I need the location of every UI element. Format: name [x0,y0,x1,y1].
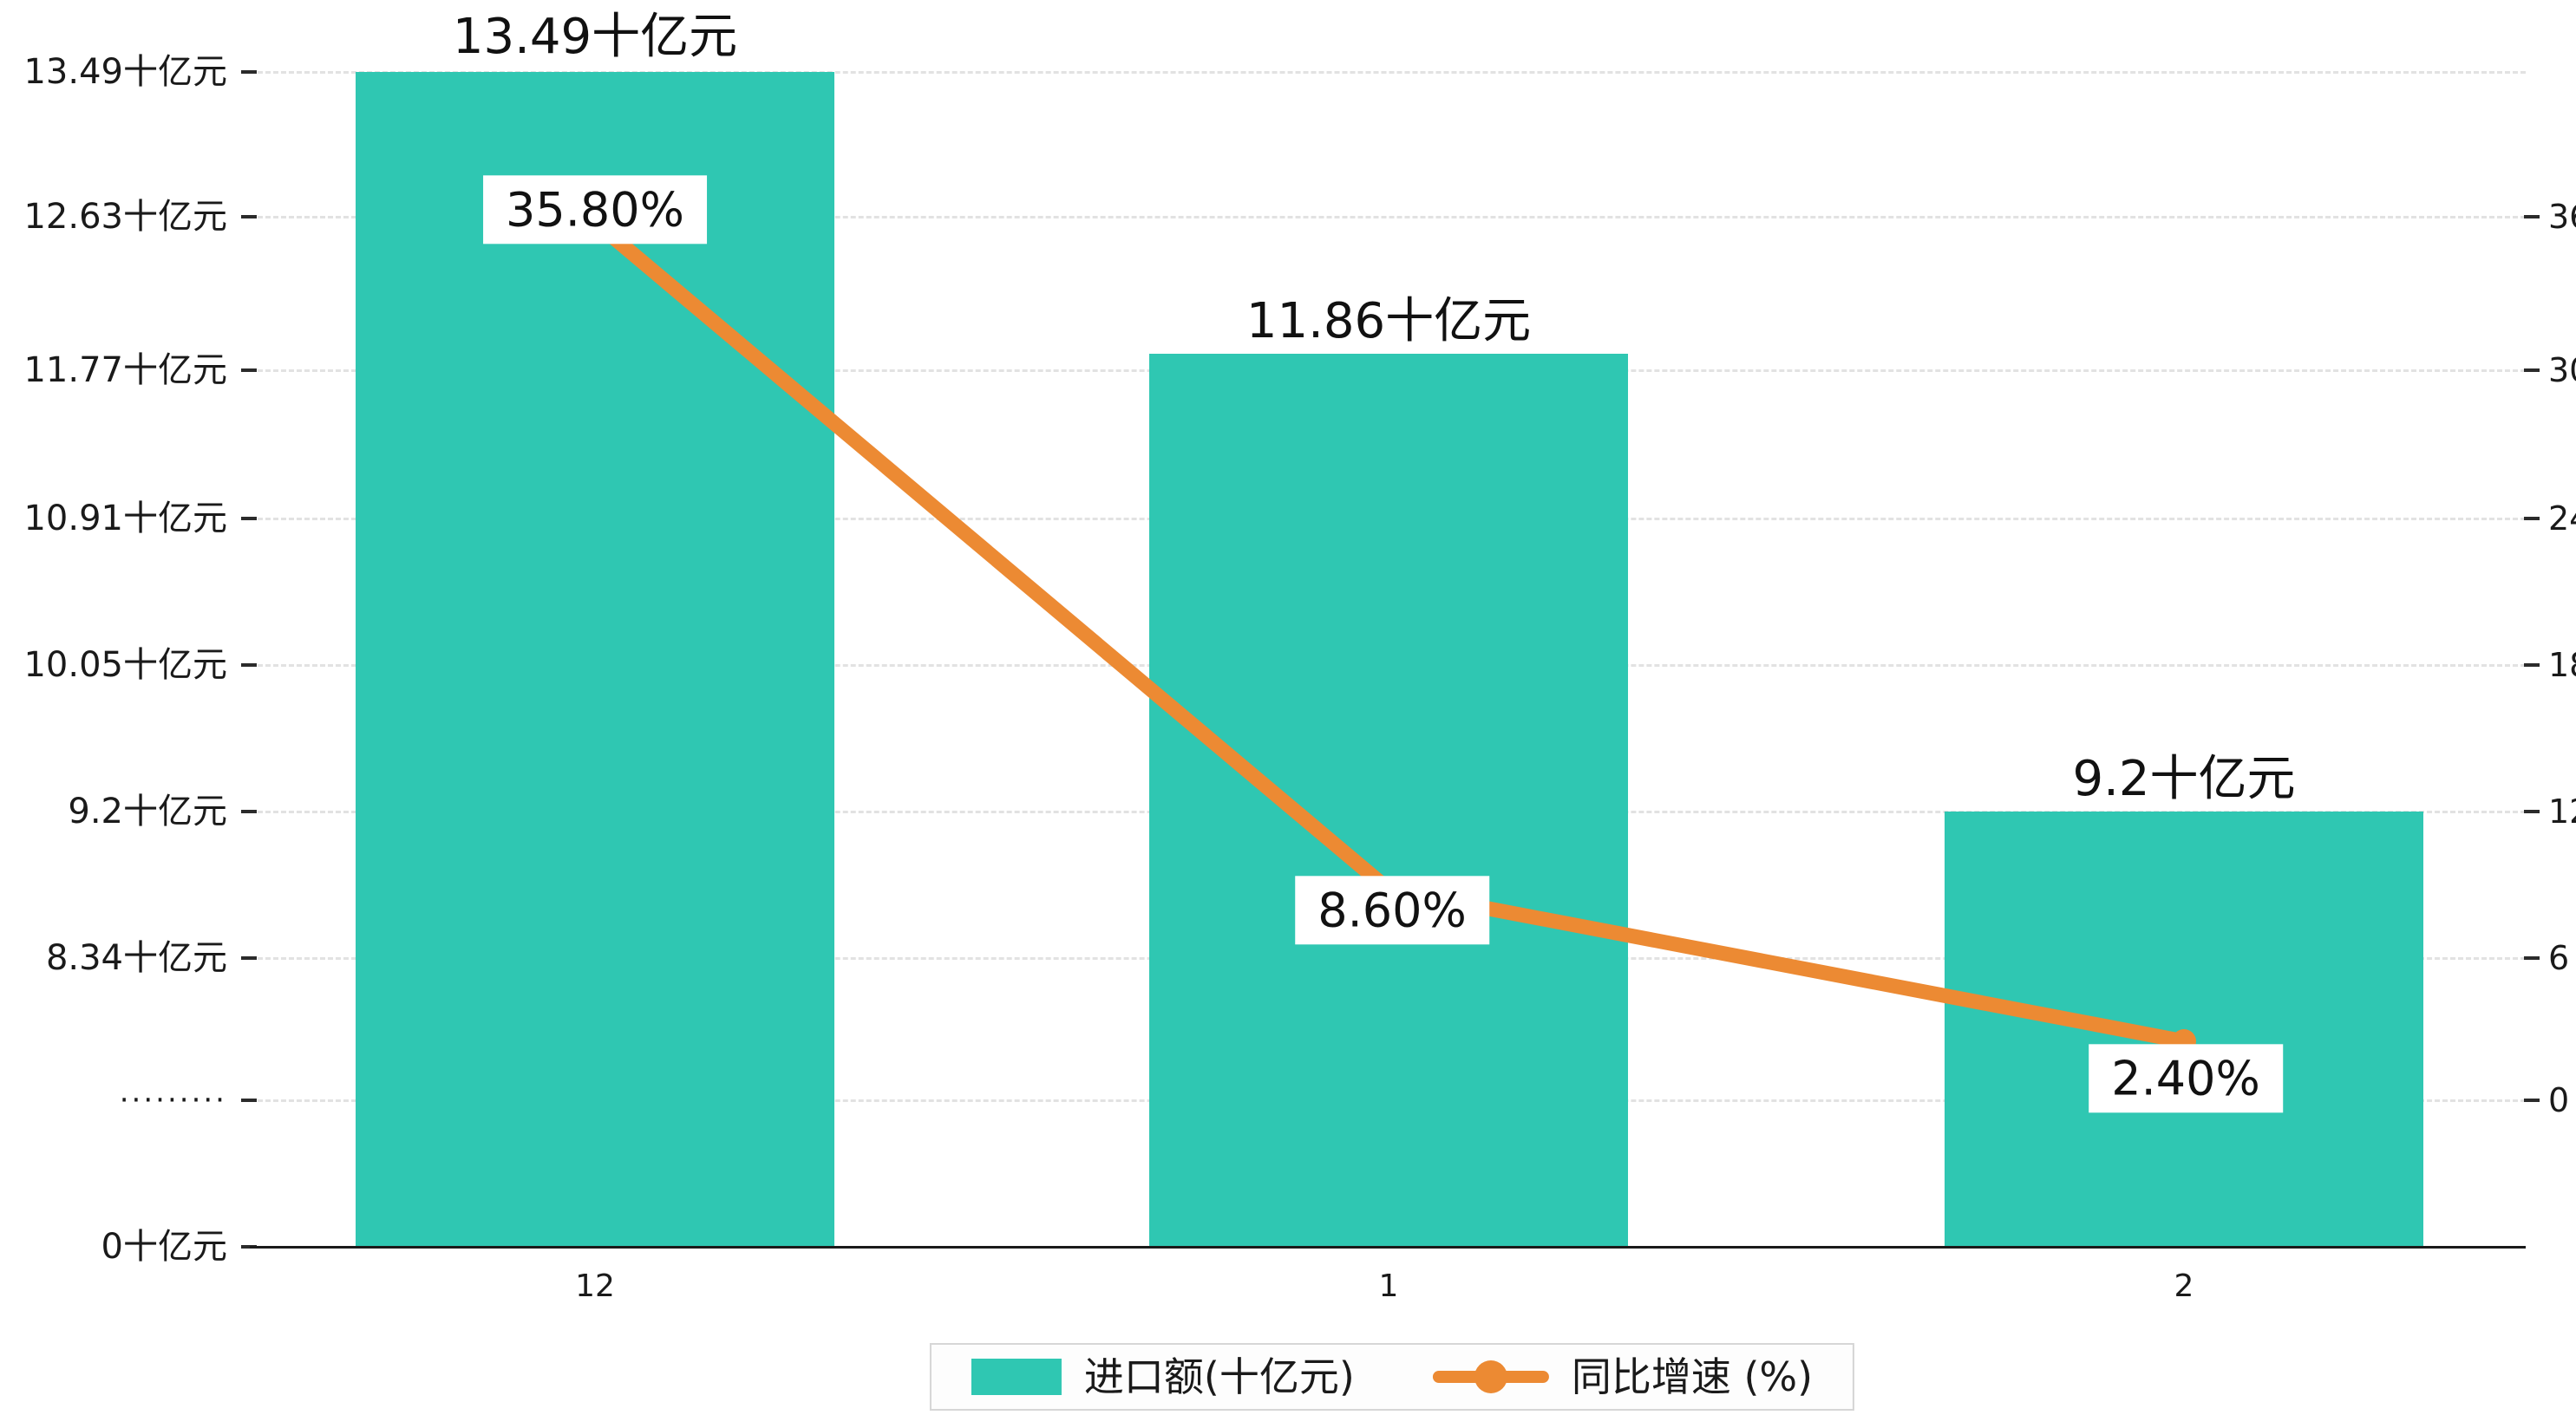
bar-value-label: 11.86十亿元 [1246,293,1532,349]
bar-import-month-12 [356,72,834,1247]
x-axis-line [250,1246,2526,1249]
legend-item-label: 进口额(十亿元) [1083,1353,1355,1400]
y-axis-left-tick-mark [241,1245,257,1249]
x-axis-tick-label: 1 [1378,1268,1399,1304]
line-value-label: 35.80% [483,175,707,245]
y-axis-right-tick-mark [2524,1099,2540,1102]
line-marker-dot-icon [1474,1360,1507,1393]
y-axis-right-tick-mark [2524,517,2540,520]
y-axis-right-tick-label: 18 [2548,646,2576,684]
legend-item-label: 同比增速 (%) [1571,1353,1814,1400]
line-series-swatch-icon [1432,1360,1549,1393]
y-axis-left-tick-mark [241,517,257,520]
y-axis-right-tick-mark [2524,215,2540,218]
legend: 进口额(十亿元) 同比增速 (%) [929,1343,1855,1411]
line-value-label: 8.60% [1295,876,1489,945]
y-axis-left-tick-mark [241,1099,257,1102]
bar-value-label: 13.49十亿元 [452,9,738,65]
bar-series-swatch-icon [971,1359,1062,1395]
y-axis-left-tick-mark [241,810,257,813]
x-axis-tick-label: 12 [575,1268,615,1304]
y-axis-left-tick-label: 11.77十亿元 [23,350,227,390]
y-axis-right-tick-label: 0 [2548,1081,2570,1119]
y-axis-left-tick-mark [241,368,257,372]
y-axis-break-label: ········· [119,1083,227,1118]
legend-item-import[interactable]: 进口额(十亿元) [971,1357,1355,1397]
bar-import-month-1 [1149,354,1628,1247]
y-axis-left-tick-label: 13.49十亿元 [23,52,227,92]
y-axis-left-tick-label: 8.34十亿元 [45,938,227,978]
y-axis-right-tick-label: 24 [2548,499,2576,538]
y-axis-right-tick-label: 12 [2548,792,2576,831]
y-axis-left-tick-label: 12.63十亿元 [23,197,227,237]
y-axis-left-tick-mark [241,663,257,667]
y-axis-left-tick-mark [241,956,257,960]
y-axis-right-tick-label: 30 [2548,351,2576,389]
y-axis-left-tick-label: 9.2十亿元 [68,792,227,831]
y-axis-left-tick-label: 10.91十亿元 [23,499,227,538]
y-axis-right-tick-mark [2524,663,2540,667]
bar-import-month-2 [1945,812,2423,1247]
y-axis-right-tick-mark [2524,810,2540,813]
line-value-label: 2.40% [2089,1044,2283,1113]
y-axis-left-tick-mark [241,215,257,218]
y-axis-right-tick-label: 6 [2548,939,2570,977]
y-axis-left-tick-label: 0十亿元 [101,1227,227,1267]
gridline [250,71,2526,74]
legend-item-growth[interactable]: 同比增速 (%) [1432,1353,1814,1400]
x-axis-tick-label: 2 [2174,1268,2194,1304]
y-axis-right-tick-mark [2524,368,2540,372]
y-axis-left-tick-label: 10.05十亿元 [23,645,227,685]
y-axis-right-tick-label: 36 [2548,198,2576,236]
y-axis-left-tick-mark [241,70,257,74]
bar-value-label: 9.2十亿元 [2072,751,2296,807]
y-axis-right-tick-mark [2524,956,2540,960]
